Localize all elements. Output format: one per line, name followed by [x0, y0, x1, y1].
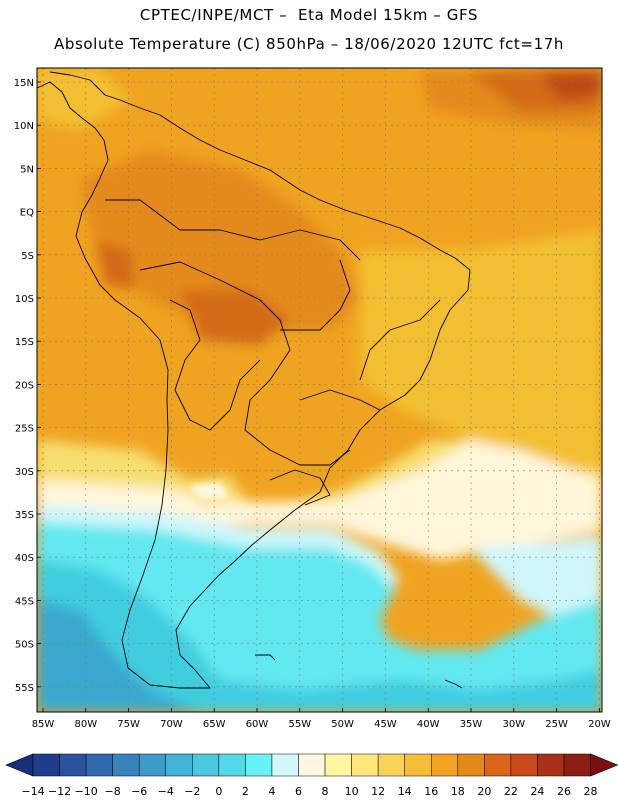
- lon-label: 75W: [117, 719, 140, 730]
- legend-label: −10: [74, 785, 97, 798]
- legend-swatch: [165, 753, 193, 777]
- latitude-labels: 15N 10N 5N EQ 5S 10S 15S 20S 25S 30S 35S 40S 45S 50S 5…: [14, 78, 41, 694]
- lon-label: 20W: [588, 719, 611, 730]
- lon-label: 30W: [502, 719, 525, 730]
- legend-label: −4: [158, 785, 174, 798]
- legend-label: 20: [477, 785, 491, 798]
- map-title-line2: Absolute Temperature (C) 850hPa – 18/06/…: [54, 35, 564, 53]
- legend-arrow-low: [5, 753, 34, 777]
- legend-label: 26: [557, 785, 571, 798]
- lon-label: 80W: [74, 719, 97, 730]
- lat-label: 30S: [15, 467, 34, 478]
- legend-swatch: [32, 753, 60, 777]
- legend-label: 24: [530, 785, 544, 798]
- legend-label: 0: [215, 785, 222, 798]
- legend-swatch: [245, 753, 273, 777]
- legend-swatch: [192, 753, 220, 777]
- legend-label: 8: [322, 785, 329, 798]
- legend-swatch: [85, 753, 113, 777]
- lat-label: 55S: [15, 683, 34, 694]
- legend-label: 16: [424, 785, 438, 798]
- lon-label: 45W: [374, 719, 397, 730]
- lat-label: 40S: [15, 553, 34, 564]
- map-title-line1: CPTEC/INPE/MCT – Eta Model 15km – GFS: [139, 6, 479, 24]
- legend-colorbar: [5, 753, 618, 777]
- legend-label: −2: [184, 785, 200, 798]
- legend-label: 14: [398, 785, 412, 798]
- legend-swatch: [537, 753, 565, 777]
- legend-label: 18: [451, 785, 465, 798]
- legend-label: 12: [371, 785, 385, 798]
- color-legend: −14 −12 −10 −8 −6 −4 −2 0 2 4 6 8 10 12 14 16 18 20 22 24 26…: [5, 753, 618, 798]
- lat-label: 15S: [15, 337, 34, 348]
- lat-label: 50S: [15, 640, 34, 651]
- lon-label: 70W: [160, 719, 183, 730]
- legend-label: 6: [295, 785, 302, 798]
- legend-swatch: [510, 753, 538, 777]
- temperature-field: [37, 68, 602, 712]
- lat-label: 20S: [15, 380, 34, 391]
- legend-label: 22: [504, 785, 518, 798]
- lon-label: 25W: [545, 719, 568, 730]
- lon-label: 85W: [32, 719, 55, 730]
- legend-swatch: [457, 753, 485, 777]
- legend-swatch: [271, 753, 299, 777]
- legend-label: 2: [242, 785, 249, 798]
- lat-label: 25S: [15, 424, 34, 435]
- lat-label: 10S: [15, 294, 34, 305]
- legend-swatch: [404, 753, 432, 777]
- legend-label: −6: [131, 785, 147, 798]
- legend-label: 4: [268, 785, 275, 798]
- legend-swatch: [138, 753, 166, 777]
- legend-labels: −14 −12 −10 −8 −6 −4 −2 0 2 4 6 8 10 12 14 16 18 20 22 24 26…: [21, 785, 597, 798]
- temperature-map: 15N 10N 5N EQ 5S 10S 15S 20S 25S 30S 35S 40S 45S 50S 5…: [14, 67, 611, 730]
- lat-label: 35S: [15, 510, 34, 521]
- legend-label: −12: [48, 785, 71, 798]
- lon-label: 55W: [288, 719, 311, 730]
- lon-label: 60W: [246, 719, 269, 730]
- lat-label: 45S: [15, 596, 34, 607]
- legend-swatch: [112, 753, 140, 777]
- lat-label: EQ: [20, 208, 34, 219]
- lon-label: 40W: [417, 719, 440, 730]
- coastlines: [36, 71, 471, 689]
- legend-label: 10: [345, 785, 359, 798]
- lon-label: 65W: [203, 719, 226, 730]
- lat-label: 15N: [14, 78, 34, 89]
- legend-label: −14: [21, 785, 44, 798]
- legend-swatch: [563, 753, 591, 777]
- lon-label: 35W: [460, 719, 483, 730]
- lat-label: 5N: [20, 164, 34, 175]
- legend-swatch: [431, 753, 459, 777]
- legend-swatch: [218, 753, 246, 777]
- longitude-labels: 85W 80W 75W 70W 65W 60W 55W 50W 45W 40W 35W 30W 25W 2…: [32, 708, 611, 730]
- legend-swatch: [377, 753, 405, 777]
- legend-label: 28: [584, 785, 598, 798]
- legend-swatch: [351, 753, 379, 777]
- legend-swatch: [298, 753, 326, 777]
- graticule: [37, 68, 602, 712]
- lat-label: 5S: [21, 251, 34, 262]
- lon-label: 50W: [331, 719, 354, 730]
- legend-swatch: [59, 753, 87, 777]
- lat-label: 10N: [14, 121, 34, 132]
- legend-arrow-high: [590, 753, 618, 777]
- map-frame: [36, 67, 603, 713]
- legend-swatch: [484, 753, 512, 777]
- legend-label: −8: [105, 785, 121, 798]
- legend-swatch: [324, 753, 352, 777]
